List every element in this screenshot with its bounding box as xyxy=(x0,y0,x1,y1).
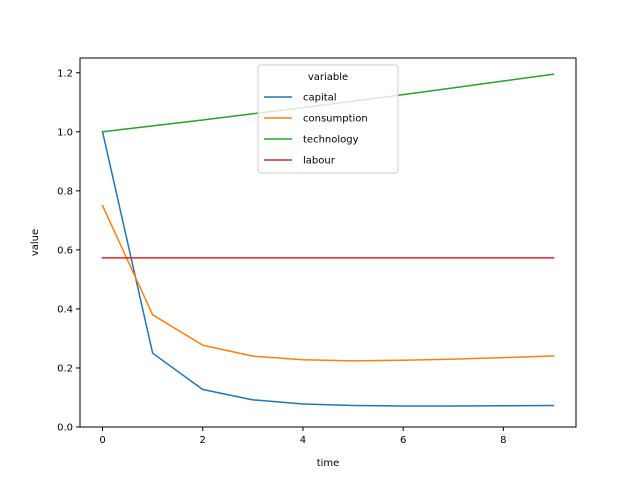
x-tick-label: 2 xyxy=(200,435,206,446)
legend-title: variable xyxy=(308,72,348,83)
legend-entries: capital consumption technology labour xyxy=(264,93,368,167)
x-tick-label: 8 xyxy=(500,435,506,446)
y-tick-label: 0.8 xyxy=(57,186,73,197)
y-tick-label: 1.0 xyxy=(57,127,73,138)
legend-label-technology: technology xyxy=(303,135,359,146)
axes-frame xyxy=(79,57,577,428)
y-tick-label: 0.0 xyxy=(57,423,73,434)
x-tick-label: 0 xyxy=(99,435,105,446)
x-tick-label: 4 xyxy=(300,435,306,446)
x-tick-label: 6 xyxy=(400,435,406,446)
x-axis-label: time xyxy=(317,458,340,469)
y-tick-label: 0.2 xyxy=(57,363,73,374)
y-tick-label: 1.2 xyxy=(57,68,73,79)
y-axis-label: value xyxy=(30,229,41,256)
y-tick-label: 0.6 xyxy=(57,245,73,256)
y-tick-label: 0.4 xyxy=(57,304,73,315)
series-line-capital xyxy=(101,130,555,407)
legend-label-consumption: consumption xyxy=(303,114,368,125)
legend-label-capital: capital xyxy=(303,93,337,104)
series-line-consumption xyxy=(101,204,555,362)
legend-box xyxy=(257,64,399,174)
x-axis: 0 2 4 6 8 xyxy=(99,427,507,446)
y-axis: 0.0 0.2 0.4 0.6 0.8 1.0 1.2 xyxy=(57,68,80,434)
legend: variable capital consumption technology lab… xyxy=(257,64,399,174)
legend-label-labour: labour xyxy=(303,156,336,167)
